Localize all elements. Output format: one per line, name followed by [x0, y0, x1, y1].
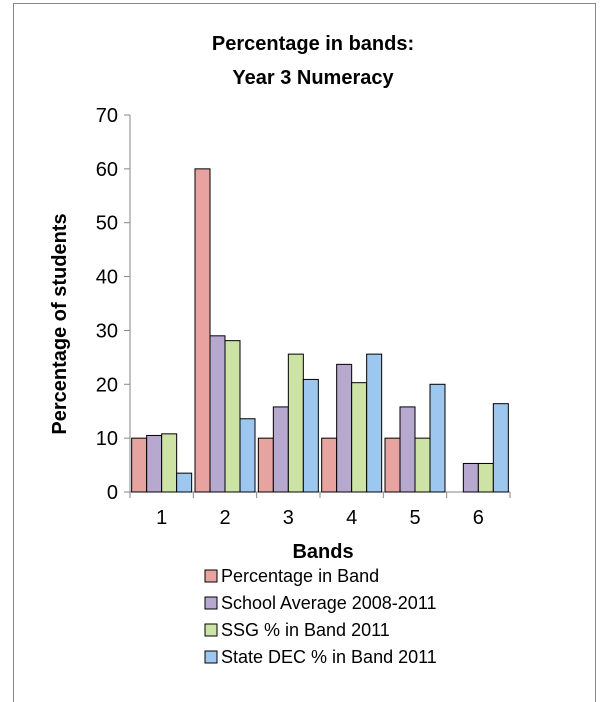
bar [161, 433, 178, 493]
y-tick-label: 70 [96, 105, 118, 127]
bar [239, 418, 256, 493]
bar [492, 403, 509, 493]
bar [257, 437, 274, 493]
bar [399, 406, 416, 493]
x-tick-label: 3 [283, 507, 294, 529]
legend-label: SSG % in Band 2011 [221, 620, 390, 640]
bar [209, 335, 226, 493]
x-tick-label: 1 [156, 507, 167, 529]
bar [321, 437, 338, 493]
chart-frame [13, 3, 596, 702]
x-tick-label: 2 [219, 507, 230, 529]
legend-label: Percentage in Band [221, 566, 379, 586]
y-tick-label: 50 [96, 213, 118, 235]
legend-label: School Average 2008-2011 [221, 593, 437, 613]
y-tick-label: 40 [96, 267, 118, 289]
x-tick-label: 6 [473, 507, 484, 529]
bar [462, 462, 479, 493]
bar [336, 363, 353, 493]
y-tick-label: 60 [96, 159, 118, 181]
x-tick-label: 4 [346, 507, 357, 529]
chart-title-line-1: Percentage in bands: [212, 33, 414, 55]
chart-title: Percentage in bands: Year 3 Numeracy [212, 33, 414, 89]
bar [272, 406, 289, 493]
bar [366, 353, 383, 493]
bar [302, 378, 319, 493]
bar [287, 353, 304, 493]
bar [414, 437, 431, 493]
bar [194, 168, 211, 493]
x-axis-label: Bands [292, 541, 353, 563]
bar [477, 462, 494, 493]
legend-swatch [204, 569, 218, 583]
bar [351, 382, 368, 493]
bar [224, 340, 241, 493]
bar [384, 437, 401, 493]
legend-swatch [204, 596, 218, 610]
legend: Percentage in Band School Average 2008-20… [204, 566, 437, 667]
y-tick-label: 0 [107, 482, 118, 504]
plot-area: 0 10 20 30 40 50 60 70 1 2 3 4 5 6 [96, 105, 511, 529]
y-tick-label: 20 [96, 374, 118, 396]
y-axis-label: Percentage of students [49, 213, 71, 434]
bar [429, 383, 446, 493]
bar [131, 437, 148, 493]
bar [176, 472, 193, 493]
x-tick-label: 5 [409, 507, 420, 529]
legend-label: State DEC % in Band 2011 [221, 647, 437, 667]
legend-swatch [204, 650, 218, 664]
legend-swatch [204, 623, 218, 637]
bar [146, 434, 163, 493]
y-tick-label: 10 [96, 428, 118, 450]
y-tick-label: 30 [96, 320, 118, 342]
chart-title-line-2: Year 3 Numeracy [232, 67, 394, 89]
